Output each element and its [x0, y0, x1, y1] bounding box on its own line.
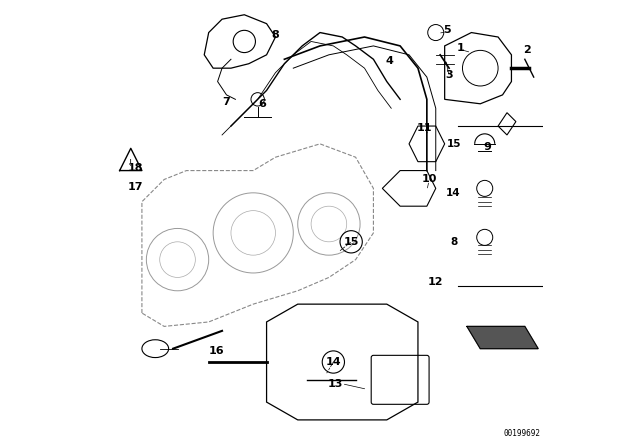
Text: 11: 11 — [417, 123, 433, 133]
Text: 3: 3 — [445, 70, 453, 80]
Polygon shape — [467, 327, 538, 349]
Text: 15: 15 — [446, 139, 461, 149]
Text: 15: 15 — [344, 237, 359, 247]
Text: 14: 14 — [326, 357, 341, 367]
Text: 7: 7 — [223, 97, 230, 107]
Text: 14: 14 — [446, 188, 461, 198]
Text: 9: 9 — [483, 142, 491, 152]
Text: 12: 12 — [428, 277, 444, 287]
Text: 8: 8 — [450, 237, 457, 247]
Text: 18: 18 — [127, 164, 143, 173]
Text: 6: 6 — [258, 99, 266, 109]
Text: 4: 4 — [385, 56, 393, 66]
Text: 17: 17 — [127, 182, 143, 193]
Text: 2: 2 — [523, 45, 531, 56]
Text: 16: 16 — [209, 346, 225, 356]
Text: 00199692: 00199692 — [504, 429, 540, 438]
Text: !: ! — [129, 159, 132, 168]
Text: 5: 5 — [443, 26, 451, 35]
Text: 10: 10 — [421, 174, 436, 185]
Text: 1: 1 — [456, 43, 464, 53]
Text: 13: 13 — [328, 379, 343, 389]
Text: 8: 8 — [271, 30, 279, 40]
